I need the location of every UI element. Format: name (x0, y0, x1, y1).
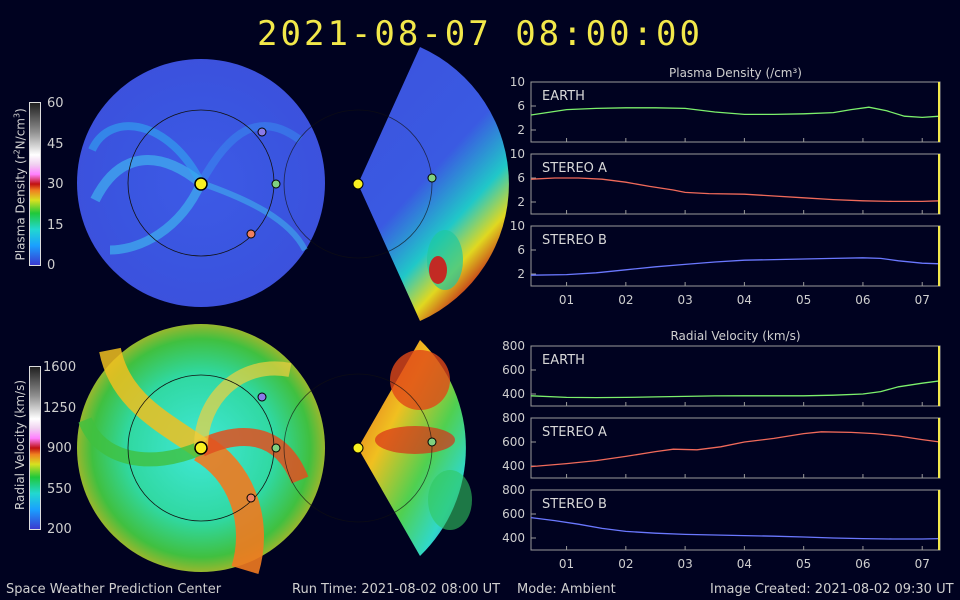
stereo-b-marker (257, 127, 267, 137)
y-tick-label: 10 (510, 219, 525, 233)
chart-title: Radial Velocity (km/s) (670, 329, 800, 343)
x-tick-label: 07 (915, 293, 930, 307)
x-tick-label: 04 (737, 293, 752, 307)
series-name: EARTH (542, 89, 585, 104)
earth-marker (427, 437, 437, 447)
density-tick: 60 (47, 96, 64, 111)
stereo-a-marker (246, 229, 256, 239)
y-tick-label: 10 (510, 75, 525, 89)
x-tick-label: 04 (737, 557, 752, 571)
x-tick-label: 05 (796, 293, 811, 307)
velocity-wedge (283, 340, 472, 556)
x-tick-label: 01 (559, 557, 574, 571)
y-tick-label: 400 (502, 531, 525, 545)
y-tick-label: 600 (502, 363, 525, 377)
velocity-tick: 900 (47, 441, 72, 456)
density-tick: 45 (47, 137, 64, 152)
x-tick-label: 02 (618, 557, 633, 571)
velocity-colorbar (29, 366, 41, 530)
series-line (530, 106, 941, 119)
series-line (530, 516, 941, 540)
y-tick-label: 600 (502, 435, 525, 449)
series-name: STEREO B (542, 497, 607, 512)
series-line (530, 257, 941, 276)
series-name: STEREO A (542, 161, 607, 176)
series-line (530, 177, 941, 203)
y-tick-label: 400 (502, 387, 525, 401)
footer-run-time: Run Time: 2021-08-02 08:00 UT (292, 582, 501, 597)
y-tick-label: 6 (517, 99, 525, 113)
x-tick-label: 03 (677, 293, 692, 307)
y-tick-label: 6 (517, 171, 525, 185)
series-line (530, 380, 941, 399)
x-tick-label: 06 (855, 293, 870, 307)
y-tick-label: 2 (517, 195, 525, 209)
earth-marker (271, 179, 281, 189)
sun-marker (194, 177, 208, 191)
y-tick-label: 800 (502, 483, 525, 497)
x-tick-label: 01 (559, 293, 574, 307)
density-tick: 30 (47, 177, 64, 192)
x-tick-label: 06 (855, 557, 870, 571)
earth-marker (427, 173, 437, 183)
velocity-tick: 550 (47, 482, 72, 497)
density-colorbar (29, 102, 41, 266)
series-name: STEREO A (542, 425, 607, 440)
series-name: STEREO B (542, 233, 607, 248)
sun-marker (352, 442, 364, 454)
y-tick-label: 10 (510, 147, 525, 161)
y-tick-label: 800 (502, 411, 525, 425)
density-tick: 0 (47, 258, 56, 273)
x-tick-label: 03 (677, 557, 692, 571)
x-tick-label: 05 (796, 557, 811, 571)
footer-center: Space Weather Prediction Center (6, 582, 222, 597)
y-tick-label: 800 (502, 339, 525, 353)
y-tick-label: 400 (502, 459, 525, 473)
x-tick-label: 07 (915, 557, 930, 571)
y-tick-label: 2 (517, 267, 525, 281)
velocity-tick: 1250 (43, 401, 77, 416)
series-line (530, 431, 941, 468)
y-tick-label: 2 (517, 123, 525, 137)
velocity-tick: 1600 (43, 360, 77, 375)
stereo-a-marker (246, 493, 256, 503)
chart-title: Plasma Density (/cm³) (669, 66, 802, 80)
y-tick-label: 600 (502, 507, 525, 521)
sun-marker (352, 178, 364, 190)
footer-created: Image Created: 2021-08-02 09:30 UT (710, 582, 954, 597)
density-wedge (283, 47, 509, 321)
panel-frame (530, 81, 941, 143)
y-tick-label: 6 (517, 243, 525, 257)
timestamp: 2021-08-07 08:00:00 (257, 14, 703, 54)
stereo-b-marker (257, 392, 267, 402)
earth-marker (271, 443, 281, 453)
x-tick-label: 02 (618, 293, 633, 307)
sun-marker (194, 441, 208, 455)
series-name: EARTH (542, 353, 585, 368)
footer-mode: Mode: Ambient (517, 582, 616, 597)
velocity-tick: 200 (47, 522, 72, 537)
density-tick: 15 (47, 218, 64, 233)
